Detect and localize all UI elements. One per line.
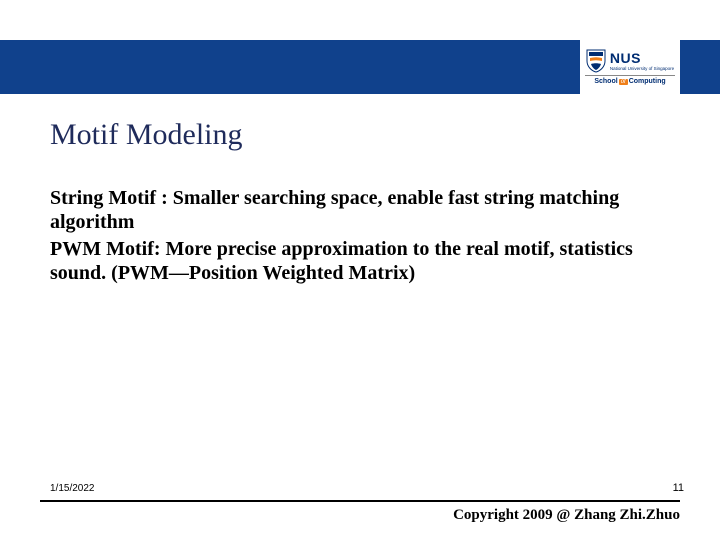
- logo-subline: National University of Singapore: [610, 67, 674, 72]
- logo-top-row: NUS National University of Singapore: [586, 49, 674, 73]
- logo-name: NUS: [610, 50, 674, 66]
- school-prefix: School: [594, 78, 617, 85]
- footer-copyright: Copyright 2009 @ Zhang Zhi.Zhuo: [453, 507, 680, 524]
- footer-page-number: 11: [673, 482, 684, 494]
- footer-rule: [40, 500, 680, 502]
- footer-date: 1/15/2022: [50, 483, 95, 494]
- body-paragraph-1: String Motif : Smaller searching space, …: [50, 186, 650, 235]
- slide: NUS National University of Singapore Sch…: [0, 0, 720, 540]
- body-paragraph-2: PWM Motif: More precise approximation to…: [50, 237, 650, 286]
- slide-body: String Motif : Smaller searching space, …: [50, 186, 650, 288]
- logo-divider: [585, 75, 675, 76]
- slide-title: Motif Modeling: [50, 118, 243, 152]
- school-suffix: Computing: [629, 78, 666, 85]
- crest-icon: [586, 49, 606, 73]
- school-of-badge: of: [619, 79, 628, 85]
- logo-school: SchoolofComputing: [594, 78, 665, 85]
- logo-text-block: NUS National University of Singapore: [610, 50, 674, 72]
- nus-logo: NUS National University of Singapore Sch…: [580, 40, 680, 94]
